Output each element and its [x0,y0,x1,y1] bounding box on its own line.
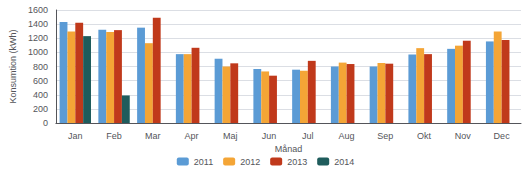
svg-text:Jun: Jun [262,131,277,141]
svg-text:Nov: Nov [455,131,472,141]
svg-text:Maj: Maj [223,131,238,141]
svg-text:800: 800 [33,62,48,72]
svg-text:2013: 2013 [287,157,307,167]
svg-text:Feb: Feb [106,131,122,141]
svg-text:2012: 2012 [240,157,260,167]
svg-text:400: 400 [33,90,48,100]
svg-text:Konsumtion (kWh): Konsumtion (kWh) [8,29,18,103]
svg-text:Sep: Sep [377,131,393,141]
svg-text:2011: 2011 [194,157,213,167]
svg-text:Mar: Mar [145,131,161,141]
svg-text:1600: 1600 [28,5,48,15]
svg-text:0: 0 [43,118,48,128]
svg-text:Okt: Okt [417,131,432,141]
svg-text:Aug: Aug [339,131,355,141]
svg-text:Jul: Jul [302,131,314,141]
svg-text:Månad: Månad [275,144,303,154]
svg-text:2014: 2014 [334,157,354,167]
svg-text:Dec: Dec [494,131,511,141]
svg-text:1200: 1200 [28,33,48,43]
svg-text:1000: 1000 [28,47,48,57]
svg-text:600: 600 [33,76,48,86]
svg-text:200: 200 [33,104,48,114]
svg-text:Apr: Apr [185,131,199,141]
svg-text:Jan: Jan [68,131,83,141]
svg-text:1400: 1400 [28,19,48,29]
